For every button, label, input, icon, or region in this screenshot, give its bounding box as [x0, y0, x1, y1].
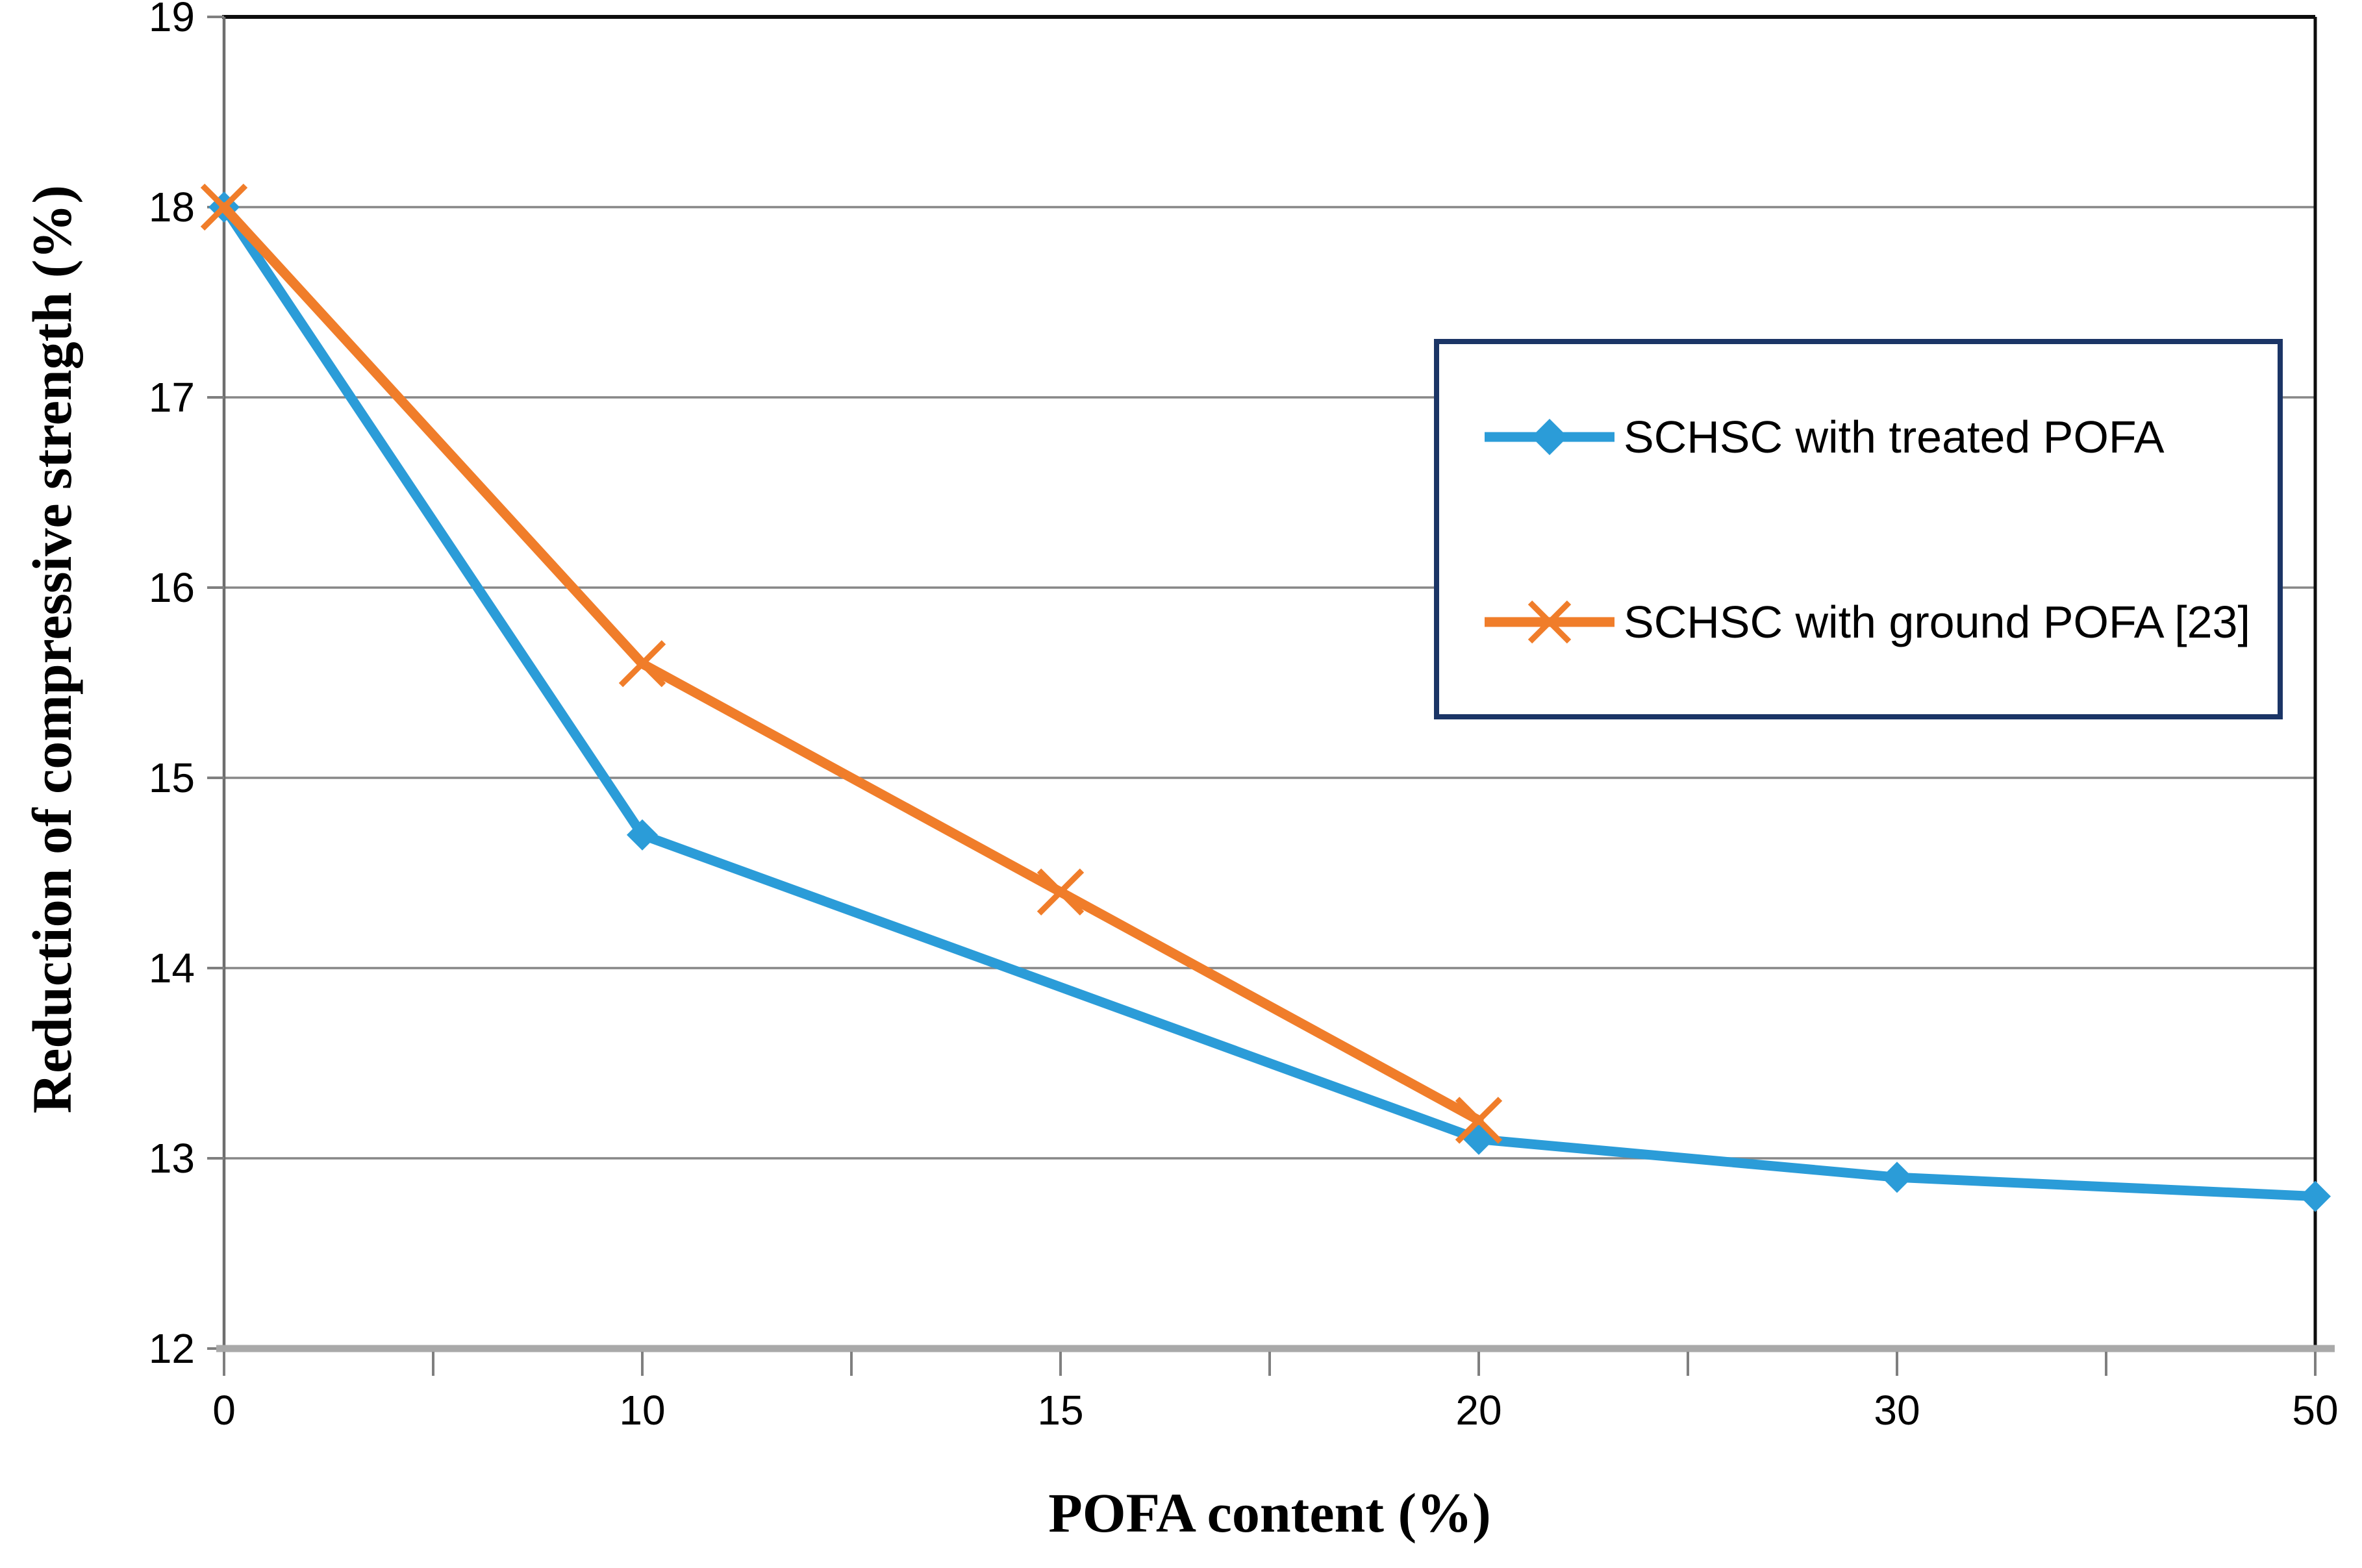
marker-diamond: [1881, 1162, 1913, 1193]
x-tick-label-15: 15: [1037, 1387, 1084, 1434]
legend-item-ground-pofa: SCHSC with ground POFA [23]: [1485, 591, 2278, 653]
y-tick-label-14: 14: [148, 945, 195, 991]
marker-diamond: [2300, 1180, 2331, 1212]
legend-label-ground-pofa: SCHSC with ground POFA [23]: [1624, 596, 2250, 647]
x-tick-label-20: 20: [1455, 1387, 1502, 1434]
x-tick-label-30: 30: [1874, 1387, 1920, 1434]
y-tick-label-12: 12: [148, 1325, 195, 1372]
y-axis-title: Reduction of compressive strength (%): [21, 184, 83, 1114]
marker-x: [618, 640, 666, 688]
x-tick-label-10: 10: [619, 1387, 666, 1434]
marker-x: [1455, 1097, 1503, 1144]
x-tick-label-0: 0: [212, 1387, 236, 1434]
legend-marker-x-icon: [1527, 600, 1572, 643]
y-tick-label-17: 17: [148, 374, 195, 421]
y-tick-label-16: 16: [148, 564, 195, 611]
x-axis-title: POFA content (%): [1048, 1482, 1491, 1544]
legend-label-treated-pofa: SCHSC with treated POFA: [1624, 411, 2165, 462]
y-tick-label-15: 15: [148, 754, 195, 801]
marker-diamond: [627, 819, 658, 851]
marker-x: [1037, 868, 1085, 915]
y-tick-label-18: 18: [148, 184, 195, 230]
legend-item-treated-pofa: SCHSC with treated POFA: [1485, 406, 2278, 468]
legend: SCHSC with treated POFA SCHSC with groun…: [1434, 339, 2283, 719]
x-tick-label-50: 50: [2292, 1387, 2339, 1434]
legend-swatch-diamond-icon: [1485, 418, 1614, 455]
legend-marker-diamond-icon: [1531, 418, 1568, 455]
y-tick-label-19: 19: [148, 0, 195, 40]
legend-swatch-x-marker-icon: [1485, 600, 1614, 643]
marker-x: [200, 183, 248, 231]
series-line-1: [219, 202, 1484, 1125]
y-tick-label-13: 13: [148, 1135, 195, 1182]
